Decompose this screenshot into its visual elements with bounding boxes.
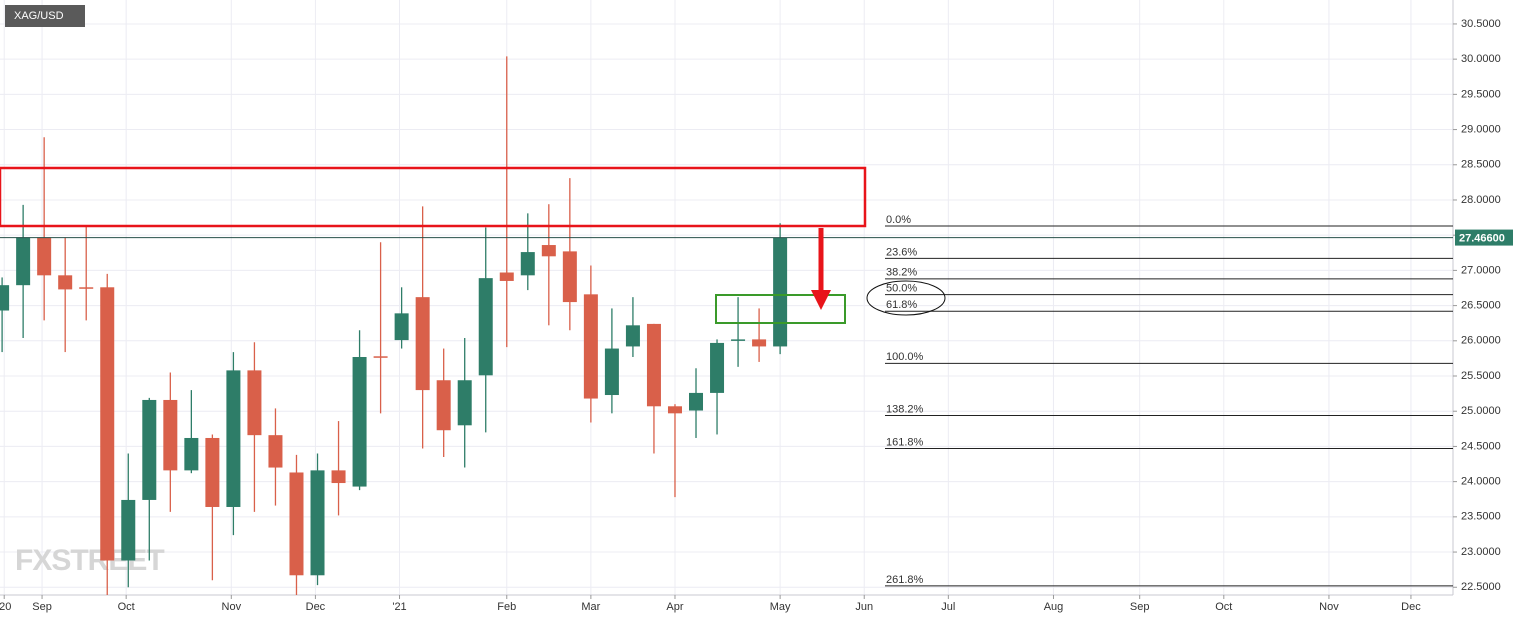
candle-body: [625, 325, 640, 347]
candle-body: [37, 237, 52, 276]
x-tick-label: Aug: [1044, 601, 1064, 613]
candle-body: [415, 297, 430, 391]
candle-body: [268, 435, 283, 468]
y-tick-label: 24.5000: [1461, 440, 1501, 452]
x-tick-label: Jun: [855, 601, 873, 613]
candle-body: [752, 339, 767, 347]
x-tick-label: May: [770, 601, 791, 613]
x-tick-label: '21: [392, 601, 406, 613]
fib-label: 261.8%: [886, 574, 924, 586]
y-tick-label: 23.5000: [1461, 511, 1501, 523]
resistance-zone: [0, 166, 867, 228]
candle-body: [646, 323, 661, 407]
candle-body: [773, 237, 788, 347]
candle-body: [478, 278, 493, 376]
plot: 0.0% 23.6% 38.2% 50.0% 61.8% 100.0% 138.2% 161.…: [0, 56, 1453, 595]
x-tick-label: Mar: [581, 601, 600, 613]
y-tick-label: 29.0000: [1461, 123, 1501, 135]
candle-body: [394, 313, 409, 341]
candle-body: [604, 348, 619, 396]
candle-body: [731, 339, 746, 341]
candle-body: [541, 245, 556, 257]
candle-body: [457, 380, 472, 426]
x-tick-label: Dec: [306, 601, 326, 613]
chart-title: XAG/USD: [14, 10, 64, 22]
candle-body: [142, 399, 157, 500]
y-tick-label: 25.0000: [1461, 405, 1501, 417]
y-tick-label: 26.0000: [1461, 335, 1501, 347]
candle-body: [184, 437, 199, 471]
x-tick-label: Nov: [222, 601, 242, 613]
candle-body: [499, 272, 514, 281]
fib-label: 23.6%: [886, 246, 917, 258]
x-tick-label: Nov: [1319, 601, 1339, 613]
candle-body: [331, 470, 346, 484]
candle-body: [16, 237, 31, 286]
last-price-label: 27.46600: [1459, 232, 1505, 244]
candle-body: [352, 357, 367, 487]
y-tick-label: 29.5000: [1461, 88, 1501, 100]
candle-body: [58, 275, 73, 290]
candle-body: [121, 499, 136, 561]
candle-body: [689, 392, 704, 411]
candle-body: [520, 252, 535, 276]
candle-body: [0, 285, 10, 311]
watermark: FXSTREET: [15, 544, 164, 577]
fib-label: 0.0%: [886, 214, 911, 226]
title-box: [5, 5, 85, 27]
y-tick-label: 23.0000: [1461, 546, 1501, 558]
candle-body: [373, 356, 388, 358]
candle-body: [562, 251, 577, 303]
candle-body: [583, 294, 598, 399]
fib-label: 161.8%: [886, 436, 924, 448]
fib-label: 100.0%: [886, 351, 924, 363]
last-price-box: [1455, 229, 1513, 246]
y-tick-label: 28.0000: [1461, 194, 1501, 206]
candle-body: [100, 287, 115, 561]
x-tick-label: Sep: [1130, 601, 1150, 613]
y-tick-label: 30.0000: [1461, 53, 1501, 65]
highlight-ellipse: [866, 280, 946, 316]
y-tick-label: 24.0000: [1461, 476, 1501, 488]
x-tick-label: '20: [0, 601, 11, 613]
arrow-head: [811, 290, 831, 310]
y-tick-label: 22.5000: [1461, 581, 1501, 593]
candle-body: [79, 287, 94, 289]
target-zone: [715, 294, 846, 324]
y-tick-label: 25.5000: [1461, 370, 1501, 382]
x-tick-label: Apr: [666, 601, 683, 613]
y-tick-label: 27.0000: [1461, 264, 1501, 276]
x-tick-label: Oct: [1215, 601, 1232, 613]
candle-body: [205, 437, 220, 507]
fib-label: 50.0%: [886, 283, 917, 295]
x-tick-label: Dec: [1401, 601, 1421, 613]
fib-label: 38.2%: [886, 267, 917, 279]
y-tick-label: 30.5000: [1461, 18, 1501, 30]
y-tick-label: 26.5000: [1461, 300, 1501, 312]
candle-body: [247, 370, 262, 436]
candle-body: [710, 342, 725, 393]
x-tick-label: Oct: [118, 601, 135, 613]
candle-body: [310, 470, 325, 576]
x-tick-label: Sep: [32, 601, 52, 613]
x-tick-label: Feb: [497, 601, 516, 613]
candle-body: [163, 399, 178, 471]
candle-body: [289, 472, 304, 576]
candle-body: [667, 406, 682, 414]
fib-label: 61.8%: [886, 299, 917, 311]
candle-body: [226, 370, 241, 507]
fib-label: 138.2%: [886, 403, 924, 415]
candle-body: [436, 380, 451, 431]
y-tick-label: 28.5000: [1461, 159, 1501, 171]
x-tick-label: Jul: [941, 601, 955, 613]
